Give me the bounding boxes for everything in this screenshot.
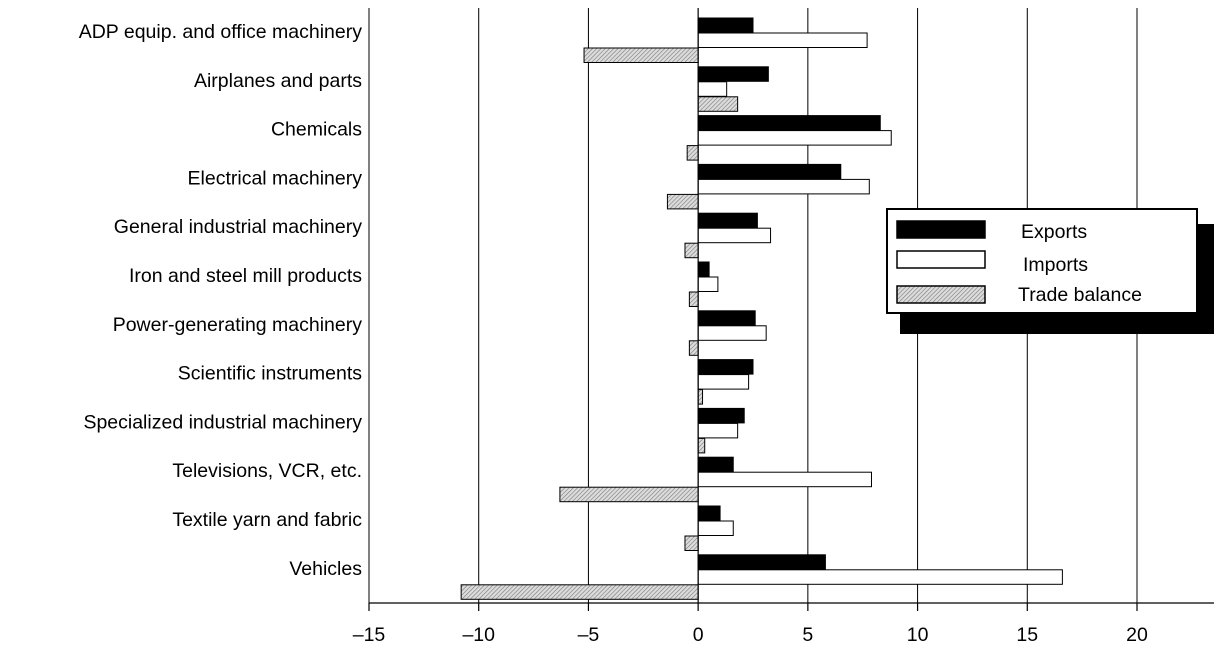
- bar-trade-balance: [559, 486, 699, 503]
- x-tick-label: 10: [907, 624, 929, 645]
- bar-trade-balance: [684, 242, 699, 259]
- bar-exports: [697, 456, 734, 473]
- bar-imports: [697, 374, 750, 390]
- bar-exports: [697, 17, 754, 33]
- bar-trade-balance: [688, 340, 699, 356]
- category-label: Vehicles: [289, 558, 362, 580]
- axes: [368, 8, 1214, 611]
- bar-imports: [697, 471, 872, 488]
- legend-swatch-trade-balance: [896, 285, 986, 304]
- bars: [460, 17, 1063, 600]
- x-tick-label: 0: [693, 624, 704, 645]
- category-label: General industrial machinery: [114, 216, 362, 238]
- bar-imports: [697, 130, 892, 146]
- bar-exports: [697, 66, 769, 82]
- category-label: Specialized industrial machinery: [83, 411, 362, 433]
- x-tick-label: –15: [353, 624, 386, 645]
- legend-swatch-imports: [896, 250, 986, 269]
- bar-imports: [697, 569, 1063, 585]
- category-label: Iron and steel mill products: [129, 265, 362, 287]
- legend-swatch-exports: [896, 220, 986, 239]
- legend-label-exports: Exports: [1021, 221, 1087, 243]
- tick-labels: –15 –10 –5 0 5 10 15 20: [353, 624, 1148, 646]
- bar-trade-balance: [686, 145, 699, 161]
- bar-exports: [697, 212, 758, 229]
- bar-imports: [697, 178, 870, 195]
- category-label: Televisions, VCR, etc.: [172, 460, 362, 482]
- bar-imports: [697, 81, 728, 97]
- bar-imports: [697, 422, 739, 439]
- bar-exports: [697, 163, 842, 180]
- category-label: Electrical machinery: [188, 167, 363, 189]
- bar-exports: [697, 554, 826, 570]
- bar-exports: [697, 359, 754, 375]
- legend-label-imports: Imports: [1023, 254, 1088, 276]
- category-label: Chemicals: [271, 119, 362, 141]
- bar-trade-balance: [697, 96, 739, 112]
- x-tick-label: 15: [1016, 624, 1038, 645]
- bar-trade-balance: [583, 47, 699, 63]
- x-tick-label: –10: [462, 624, 495, 645]
- bar-exports: [697, 115, 881, 131]
- bar-imports: [697, 325, 767, 341]
- category-label: Textile yarn and fabric: [172, 509, 362, 531]
- bar-trade-balance: [688, 291, 699, 307]
- bar-trade-balance: [697, 437, 706, 454]
- bar-imports: [697, 276, 719, 292]
- category-label: ADP equip. and office machinery: [79, 21, 363, 43]
- x-tick-label: 20: [1126, 624, 1148, 645]
- x-tick-label: 5: [802, 624, 813, 645]
- bar-exports: [697, 505, 721, 521]
- bar-exports: [697, 310, 756, 326]
- bar-trade-balance: [697, 389, 704, 405]
- bar-trade-balance: [684, 535, 699, 551]
- category-label: Scientific instruments: [178, 363, 362, 385]
- legend: Exports Imports Trade balance: [886, 208, 1214, 334]
- bar-exports: [697, 261, 710, 277]
- bar-imports: [697, 32, 868, 48]
- bar-trade-balance: [666, 193, 699, 210]
- bar-exports: [697, 407, 745, 424]
- bar-imports: [697, 227, 772, 244]
- category-labels: ADP equip. and office machinery Airplanes…: [79, 21, 363, 580]
- category-label: Power-generating machinery: [113, 314, 363, 336]
- bar-imports: [697, 520, 734, 536]
- x-tick-label: –5: [578, 624, 600, 645]
- category-label: Airplanes and parts: [194, 70, 362, 92]
- bar-trade-balance: [460, 584, 699, 600]
- legend-label-trade-balance: Trade balance: [1018, 284, 1142, 306]
